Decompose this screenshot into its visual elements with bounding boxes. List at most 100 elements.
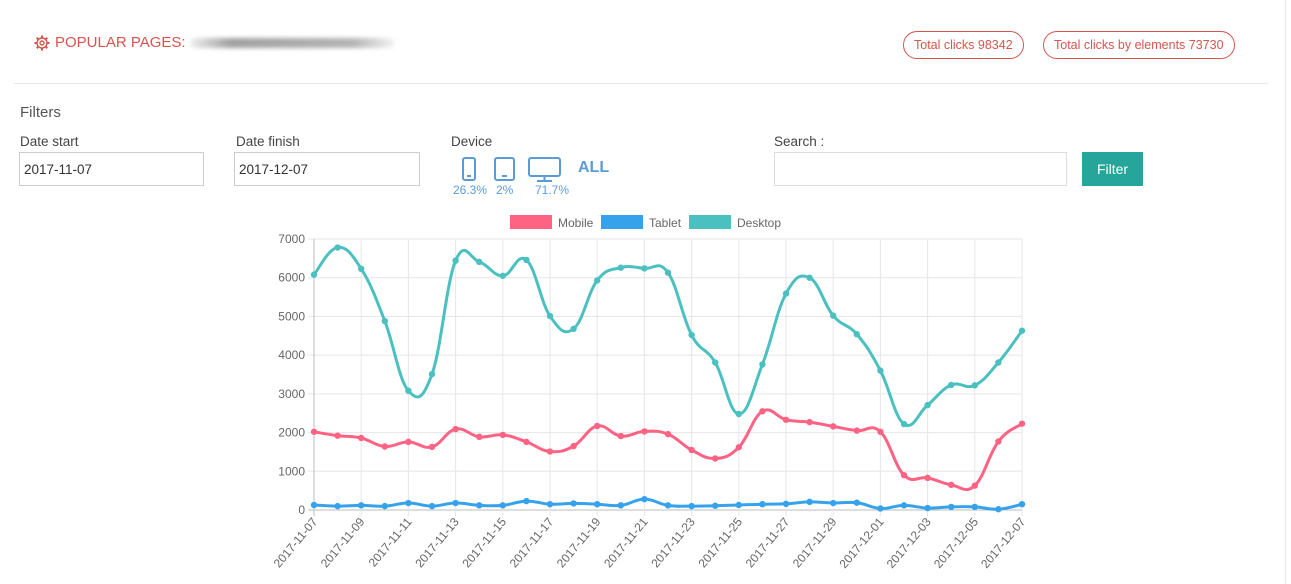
mobile-data-point	[570, 442, 577, 450]
mobile-data-point	[806, 418, 813, 426]
date-finish-label: Date finish	[236, 134, 300, 149]
device-all-button[interactable]: ALL	[578, 159, 610, 176]
y-tick-label: 0	[298, 503, 305, 517]
desktop-data-point	[499, 272, 506, 279]
x-tick-label: 2017-11-13	[412, 515, 462, 571]
mobile-data-point	[900, 471, 908, 479]
device-mobile-percent: 26.3%	[453, 183, 488, 197]
desktop-data-point	[428, 370, 436, 378]
x-tick-label: 2017-11-25	[695, 515, 745, 571]
x-tick-label: 2017-11-09	[318, 515, 368, 571]
tablet-data-point	[806, 498, 813, 506]
tablet-data-point	[358, 502, 365, 509]
page-right-border	[1285, 0, 1286, 584]
mobile-data-point	[735, 444, 742, 451]
desktop-data-point	[546, 312, 554, 320]
mobile-data-point	[358, 434, 365, 442]
total-clicks-badge[interactable]: Total clicks 98342	[903, 31, 1024, 59]
desktop-data-point	[688, 331, 695, 339]
tablet-data-point	[688, 502, 695, 510]
desktop-data-point	[806, 274, 813, 281]
desktop-data-point	[594, 277, 601, 284]
tablet-data-point	[523, 497, 530, 505]
mobile-data-point	[924, 474, 931, 482]
tablet-data-point	[782, 500, 790, 508]
tablet-data-point	[594, 500, 601, 508]
tablet-data-point	[617, 502, 624, 509]
y-tick-label: 7000	[278, 232, 305, 246]
x-tick-label: 2017-11-07	[271, 515, 321, 571]
tablet-data-point	[452, 499, 459, 507]
desktop-data-point	[900, 420, 908, 428]
device-tablet-percent: 2%	[496, 183, 514, 197]
device-tablet-button[interactable]	[494, 157, 515, 181]
desktop-data-point	[523, 256, 530, 264]
tablet-data-point	[405, 499, 412, 507]
tablet-data-point	[877, 505, 884, 512]
search-label: Search :	[774, 134, 825, 149]
page-header: POPULAR PAGES: Total clicks 98342 Total …	[14, 0, 1268, 84]
tablet-data-point	[1018, 500, 1026, 508]
mobile-data-point	[664, 430, 672, 438]
desktop-data-point	[971, 382, 978, 389]
search-input[interactable]	[774, 152, 1067, 186]
mobile-data-point	[688, 446, 695, 454]
mobile-data-point	[995, 438, 1002, 445]
tablet-data-point	[735, 501, 742, 509]
x-tick-label: 2017-12-05	[931, 515, 981, 571]
mobile-data-point	[853, 427, 860, 434]
x-tick-label: 2017-11-21	[601, 515, 651, 571]
filters-heading: Filters	[20, 104, 61, 121]
desktop-data-point	[995, 359, 1002, 366]
mobile-data-point	[452, 425, 459, 433]
page-title-text: POPULAR PAGES:	[55, 34, 186, 51]
tablet-data-point	[924, 504, 931, 512]
mobile-icon	[462, 157, 476, 181]
desktop-data-point	[570, 325, 577, 333]
legend-label-tablet: Tablet	[649, 216, 682, 230]
desktop-data-point	[853, 331, 860, 338]
x-tick-label: 2017-12-03	[884, 515, 934, 571]
x-tick-label: 2017-11-23	[648, 515, 698, 571]
legend-label-mobile: Mobile	[558, 216, 594, 230]
date-start-input[interactable]	[19, 152, 204, 186]
desktop-data-point	[830, 312, 837, 319]
desktop-data-point	[664, 269, 672, 276]
legend-swatch-mobile	[510, 215, 552, 229]
desktop-data-point	[381, 317, 388, 325]
tablet-data-point	[499, 502, 506, 509]
legend-swatch-desktop	[689, 215, 731, 229]
mobile-data-point	[594, 422, 601, 430]
device-desktop-button[interactable]	[528, 157, 561, 182]
gear-icon	[34, 35, 50, 50]
desktop-data-point	[617, 264, 624, 271]
tablet-data-point	[476, 502, 483, 509]
y-tick-label: 2000	[278, 426, 305, 440]
desktop-data-point	[405, 387, 412, 394]
legend-swatch-tablet	[601, 215, 643, 229]
x-tick-label: 2017-11-11	[366, 515, 415, 570]
mobile-data-point	[499, 431, 506, 439]
y-tick-label: 1000	[278, 464, 305, 478]
x-tick-label: 2017-11-29	[790, 515, 840, 571]
desktop-data-point	[735, 410, 742, 418]
desktop-icon	[528, 157, 561, 182]
mobile-data-point	[759, 408, 766, 415]
x-tick-label: 2017-11-15	[459, 515, 509, 571]
desktop-data-point	[334, 244, 341, 251]
tablet-data-point	[995, 506, 1002, 513]
mobile-data-point	[877, 428, 884, 435]
x-tick-label: 2017-12-07	[978, 515, 1028, 571]
tablet-data-point	[641, 495, 648, 503]
total-clicks-elements-badge[interactable]: Total clicks by elements 73730	[1043, 31, 1235, 59]
date-finish-input[interactable]	[234, 152, 420, 186]
device-mobile-button[interactable]	[462, 157, 476, 181]
device-desktop-percent: 71.7%	[535, 183, 570, 197]
x-tick-label: 2017-12-01	[837, 515, 887, 571]
filter-button[interactable]: Filter	[1082, 152, 1143, 186]
tablet-data-point	[334, 502, 341, 510]
mobile-data-point	[641, 428, 648, 435]
mobile-data-point	[1018, 420, 1026, 427]
desktop-data-point	[452, 257, 459, 264]
tablet-data-point	[971, 503, 978, 511]
